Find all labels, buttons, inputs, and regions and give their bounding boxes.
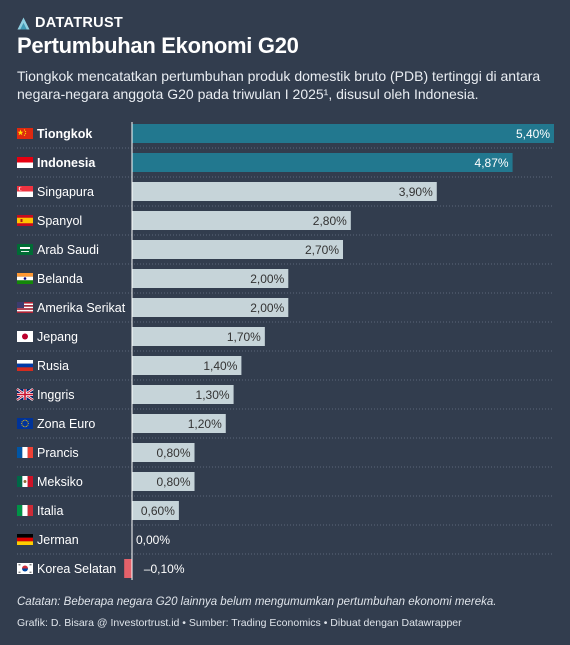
- category-label: Inggris: [37, 388, 75, 402]
- category-label: Jerman: [37, 533, 79, 547]
- japan-flag-icon: [17, 331, 33, 342]
- south-korea-flag-icon: [17, 563, 33, 574]
- bar-row: Italia 0,60%: [17, 501, 554, 526]
- category-label: Rusia: [37, 359, 69, 373]
- bar: [132, 356, 242, 375]
- bar: [124, 559, 132, 578]
- bar-row: Jerman 0,00%: [17, 533, 554, 555]
- value-label: 1,20%: [188, 417, 222, 431]
- usa-flag-icon: [17, 302, 33, 313]
- saudi-arabia-flag-icon: [17, 244, 33, 255]
- value-label: –0,10%: [144, 562, 185, 576]
- italy-flag-icon: [17, 505, 33, 516]
- bar: [132, 385, 234, 404]
- category-label: Jepang: [37, 330, 78, 344]
- bar-row: Amerika Serikat 2,00%: [17, 298, 554, 323]
- brand: DATATRUST: [17, 15, 123, 31]
- value-label: 2,00%: [250, 301, 284, 315]
- category-label: Spanyol: [37, 214, 82, 228]
- bar: [132, 153, 513, 172]
- bar: [132, 211, 351, 230]
- bar: [132, 443, 195, 462]
- value-label: 2,70%: [305, 243, 339, 257]
- bar-row: Korea Selatan –0,10%: [17, 559, 185, 578]
- bar-row: Arab Saudi 2,70%: [17, 240, 554, 265]
- category-label: Singapura: [37, 185, 94, 199]
- category-label: Prancis: [37, 446, 79, 460]
- bar-row: Inggris 1,30%: [16, 385, 554, 410]
- value-label: 3,90%: [399, 185, 433, 199]
- bar-row: Singapura 3,90%: [17, 182, 554, 207]
- bar-row: Tiongkok 5,40%: [17, 124, 554, 149]
- bar: [132, 182, 437, 201]
- category-label: Korea Selatan: [37, 562, 116, 576]
- netherlands-flag-icon: [17, 273, 33, 284]
- russia-flag-icon: [17, 360, 33, 371]
- value-label: 5,40%: [516, 127, 550, 141]
- value-label: 0,60%: [141, 504, 175, 518]
- value-label: 2,00%: [250, 272, 284, 286]
- value-label: 1,40%: [203, 359, 237, 373]
- bar-row: Spanyol 2,80%: [17, 211, 554, 236]
- category-label: Amerika Serikat: [37, 301, 126, 315]
- category-label: Indonesia: [37, 156, 96, 170]
- bar: [132, 327, 265, 346]
- chart-credits: Grafik: D. Bisara @ Investortrust.id • S…: [17, 617, 462, 629]
- value-label: 4,87%: [475, 156, 509, 170]
- bar-row: Belanda 2,00%: [17, 269, 554, 294]
- bar-row: Indonesia 4,87%: [17, 153, 554, 178]
- chart-subtitle: Tiongkok mencatatkan pertumbuhan produk …: [17, 68, 541, 102]
- bar: [132, 124, 554, 143]
- value-label: 0,00%: [136, 533, 170, 547]
- uk-flag-icon: [16, 388, 34, 401]
- chart-note: Catatan: Beberapa negara G20 lainnya bel…: [17, 596, 497, 608]
- category-label: Tiongkok: [37, 127, 92, 141]
- value-label: 0,80%: [156, 475, 190, 489]
- bar-row: Prancis 0,80%: [17, 443, 554, 468]
- germany-flag-icon: [17, 534, 33, 545]
- category-label: Belanda: [37, 272, 83, 286]
- category-label: Arab Saudi: [37, 243, 99, 257]
- china-flag-icon: [17, 128, 33, 139]
- value-label: 2,80%: [313, 214, 347, 228]
- value-label: 1,70%: [227, 330, 261, 344]
- bar: [132, 414, 226, 433]
- category-label: Zona Euro: [37, 417, 95, 431]
- bar: [132, 269, 289, 288]
- bar: [132, 472, 195, 491]
- france-flag-icon: [17, 447, 33, 458]
- mexico-flag-icon: [17, 476, 33, 487]
- bar-row: Meksiko 0,80%: [17, 472, 554, 497]
- bar-row: Rusia 1,40%: [17, 356, 554, 381]
- bar: [132, 240, 343, 259]
- category-label: Meksiko: [37, 475, 83, 489]
- indonesia-flag-icon: [17, 157, 33, 168]
- value-label: 1,30%: [196, 388, 230, 402]
- bar-row: Zona Euro 1,20%: [17, 414, 554, 439]
- bar-row: Jepang 1,70%: [17, 327, 554, 352]
- datatrust-logo-icon: [17, 17, 30, 29]
- eu-flag-icon: [17, 418, 33, 429]
- chart-title: Pertumbuhan Ekonomi G20: [17, 33, 299, 58]
- bar-chart: Tiongkok 5,40% Indonesia 4,87% Singapura 3,90…: [16, 122, 554, 580]
- value-label: 0,80%: [156, 446, 190, 460]
- category-label: Italia: [37, 504, 63, 518]
- spain-flag-icon: [17, 215, 33, 226]
- bar: [132, 298, 289, 317]
- brand-name: DATATRUST: [35, 15, 124, 31]
- bar: [132, 501, 179, 520]
- singapore-flag-icon: [17, 186, 33, 197]
